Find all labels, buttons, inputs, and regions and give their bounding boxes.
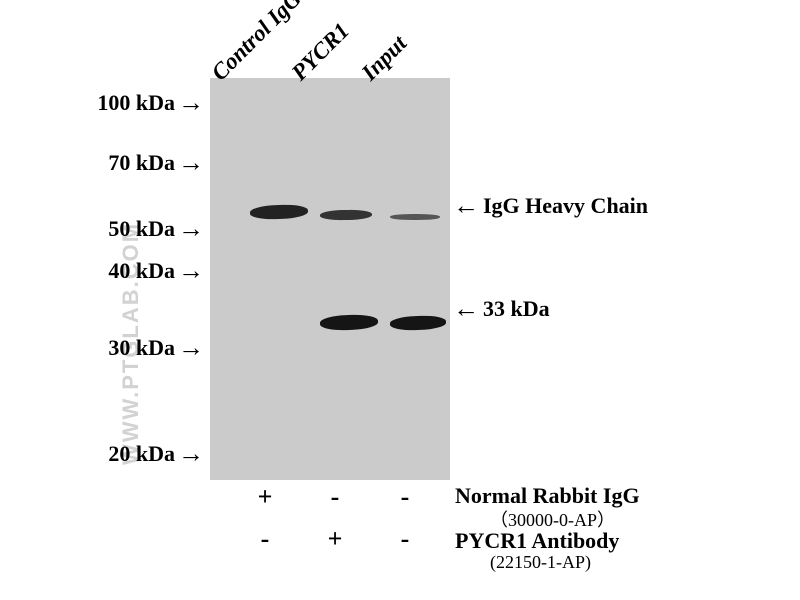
mw-label-1: 70 kDa	[0, 150, 175, 176]
condition-1-1: +	[320, 524, 350, 554]
condition-0-0: +	[250, 482, 280, 512]
lane-label-1: PYCR1	[287, 18, 355, 86]
mw-arrow-0: →	[178, 88, 204, 118]
antibody-main-1: PYCR1 Antibody	[455, 528, 619, 554]
band-label-1: 33 kDa	[483, 296, 550, 322]
antibody-sub-1: (22150-1-AP)	[490, 552, 591, 573]
band-2	[390, 214, 440, 220]
mw-arrow-2: →	[178, 214, 204, 244]
mw-label-3: 40 kDa	[0, 258, 175, 284]
mw-label-2: 50 kDa	[0, 216, 175, 242]
band-label-0: IgG Heavy Chain	[483, 193, 648, 219]
blot-membrane	[210, 78, 450, 480]
condition-0-1: -	[320, 482, 350, 512]
condition-1-2: -	[390, 524, 420, 554]
band-arrow-0: ←	[453, 191, 479, 221]
band-arrow-1: ←	[453, 294, 479, 324]
condition-1-0: -	[250, 524, 280, 554]
mw-arrow-4: →	[178, 333, 204, 363]
mw-label-5: 20 kDa	[0, 441, 175, 467]
mw-label-0: 100 kDa	[0, 90, 175, 116]
condition-0-2: -	[390, 482, 420, 512]
mw-arrow-3: →	[178, 256, 204, 286]
mw-arrow-5: →	[178, 439, 204, 469]
mw-label-4: 30 kDa	[0, 335, 175, 361]
mw-arrow-1: →	[178, 148, 204, 178]
